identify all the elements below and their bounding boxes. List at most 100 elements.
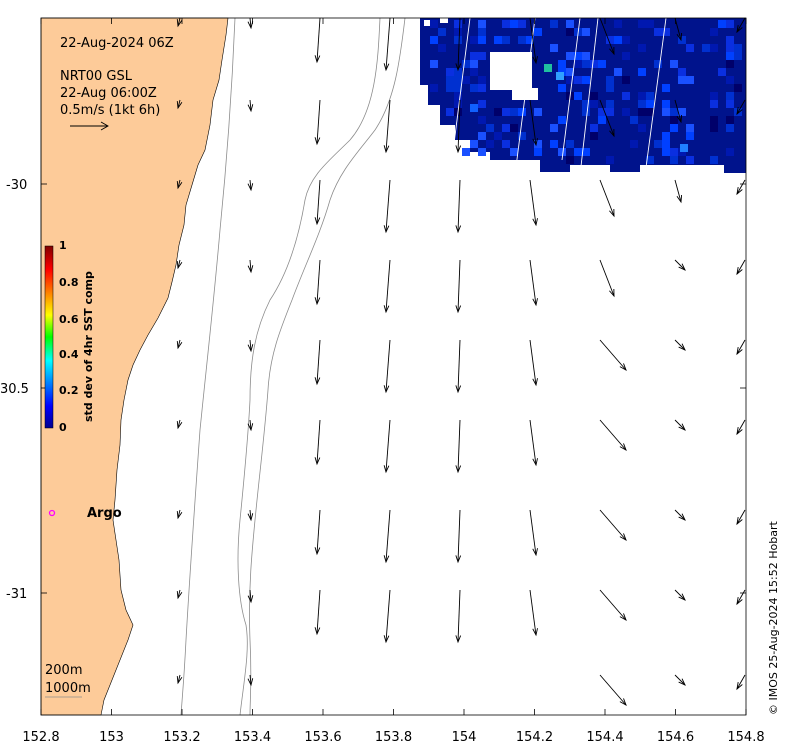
sst-pixel xyxy=(502,20,510,28)
current-vector xyxy=(529,589,538,637)
current-vector xyxy=(599,99,615,138)
colorbar-tick-label: 0.2 xyxy=(59,384,79,397)
current-vector xyxy=(383,99,391,154)
sst-pixel xyxy=(526,36,534,44)
current-vectors xyxy=(176,17,746,706)
sst-pixel xyxy=(734,44,742,52)
x-tick-label: 152.8 xyxy=(22,730,59,745)
x-tick-label: 154 xyxy=(452,730,477,745)
sst-pixel xyxy=(662,100,670,108)
sst-pixel xyxy=(454,76,462,84)
sst-pixel xyxy=(470,84,478,92)
sst-pixel xyxy=(638,92,646,100)
land-coastline xyxy=(40,17,229,716)
y-tick-label: 30.5 xyxy=(0,382,29,397)
sst-pixel xyxy=(566,28,574,36)
sst-pixel xyxy=(646,100,654,108)
sst-pixel xyxy=(718,20,726,28)
sst-pixel xyxy=(646,92,654,100)
contour-200m xyxy=(237,17,381,716)
current-vector xyxy=(599,17,615,56)
sst-pixel xyxy=(726,76,734,84)
sst-pixel xyxy=(606,84,614,92)
sst-pixel xyxy=(670,124,678,132)
current-vector xyxy=(176,339,183,350)
sst-pixel xyxy=(486,140,494,148)
sst-pixel xyxy=(630,116,638,124)
x-tick-label: 153.2 xyxy=(163,730,200,745)
sst-pixel xyxy=(478,84,486,92)
x-tick-label: 153.4 xyxy=(234,730,271,745)
sst-pixel xyxy=(446,76,454,84)
sst-pixel xyxy=(534,140,542,148)
sst-pixel xyxy=(438,28,446,36)
sst-pixel xyxy=(614,36,622,44)
sst-pixel xyxy=(454,20,462,28)
sst-pixel xyxy=(502,36,510,44)
satellite-tracks xyxy=(449,17,667,176)
sst-pixel xyxy=(622,52,630,60)
current-vector xyxy=(529,17,538,65)
sst-pixel xyxy=(678,68,686,76)
sst-pixel xyxy=(582,108,590,116)
sst-pixel xyxy=(470,60,478,68)
x-tick-label: 153 xyxy=(99,730,124,745)
vector-scale-label: 0.5m/s (1kt 6h) xyxy=(60,103,160,118)
sst-pixel xyxy=(478,116,486,124)
sst-pixel xyxy=(582,60,590,68)
current-vector xyxy=(247,674,254,687)
sst-pixel xyxy=(662,132,670,140)
sst-pixel xyxy=(550,124,558,132)
sst-pixel xyxy=(534,148,542,156)
sst-pixel xyxy=(710,100,718,108)
sst-pixel xyxy=(486,124,494,132)
sst-pixel xyxy=(686,132,694,140)
sst-pixel xyxy=(438,44,446,52)
current-vector xyxy=(247,259,254,274)
sst-pixel xyxy=(710,28,718,36)
sst-pixel xyxy=(598,60,606,68)
sst-pixel xyxy=(462,76,470,84)
colorbar-label: std dev of 4hr SST comp xyxy=(82,271,95,422)
current-vector xyxy=(529,339,538,387)
sst-pixel xyxy=(510,124,518,132)
current-vector xyxy=(599,674,627,706)
sst-pixel xyxy=(544,64,552,72)
current-vector xyxy=(736,99,746,116)
current-vector xyxy=(176,99,183,110)
x-tick-label: 154.2 xyxy=(516,730,553,745)
sst-pixel xyxy=(606,156,614,164)
product-name: NRT00 GSL xyxy=(60,69,133,84)
sst-pixel xyxy=(606,100,614,108)
sst-pixel xyxy=(638,20,646,28)
current-vector xyxy=(674,589,686,601)
contour-extra xyxy=(180,17,236,716)
sst-pixel xyxy=(606,76,614,84)
current-vector xyxy=(674,419,686,431)
sst-pixel xyxy=(686,156,694,164)
sst-pixel xyxy=(494,36,502,44)
sst-pixel xyxy=(518,108,526,116)
sst-pixel xyxy=(670,116,678,124)
sst-pixel xyxy=(646,108,654,116)
sst-pixel xyxy=(510,20,518,28)
colorbar-tick-label: 0.8 xyxy=(59,276,79,289)
sst-pixel xyxy=(654,60,662,68)
current-vector xyxy=(529,509,538,557)
sst-pixel xyxy=(726,52,734,60)
sst-pixel xyxy=(614,68,622,76)
sst-pixel xyxy=(638,68,646,76)
current-vector xyxy=(674,259,686,271)
sst-pixel xyxy=(470,36,478,44)
current-vector xyxy=(674,17,683,42)
current-vector xyxy=(247,419,254,432)
current-vector xyxy=(314,589,321,636)
sst-pixel xyxy=(654,140,662,148)
sst-pixel xyxy=(574,92,582,100)
sst-pixel xyxy=(598,108,606,116)
sst-pixel xyxy=(646,20,654,28)
current-vector xyxy=(314,509,321,556)
sst-pixel xyxy=(590,132,598,140)
sst-patch xyxy=(420,18,746,173)
sst-pixel xyxy=(566,140,574,148)
